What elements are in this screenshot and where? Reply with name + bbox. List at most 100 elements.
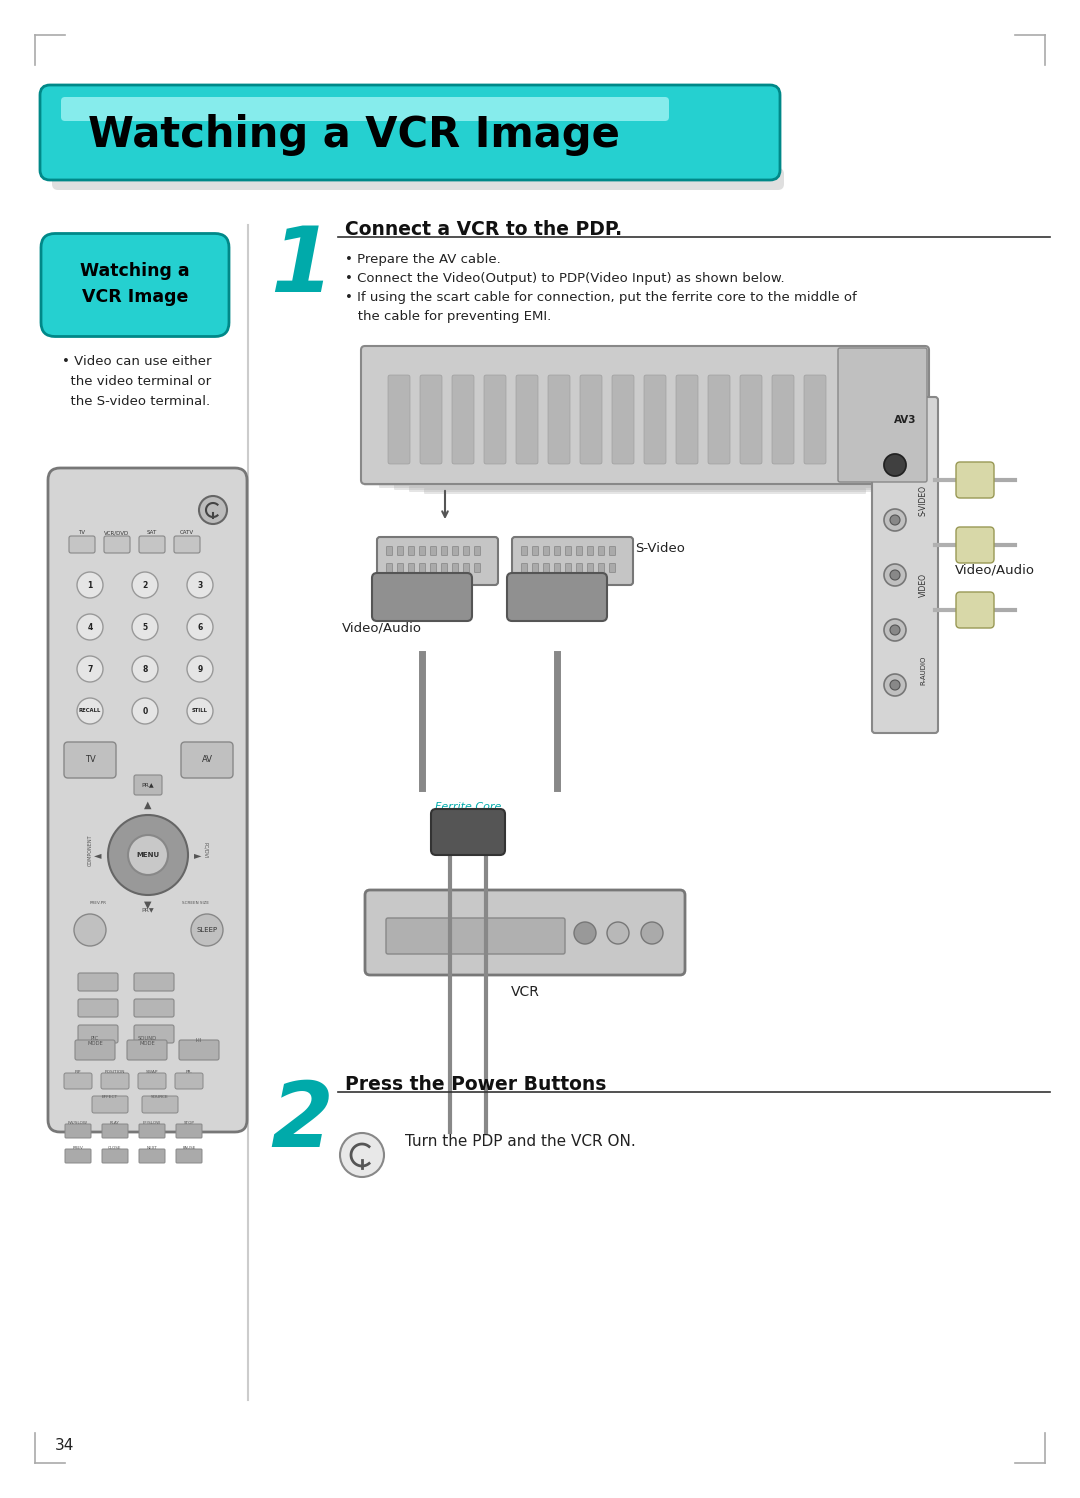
FancyBboxPatch shape — [804, 374, 826, 464]
FancyBboxPatch shape — [50, 105, 770, 106]
FancyBboxPatch shape — [55, 303, 215, 306]
Text: the video terminal or: the video terminal or — [62, 374, 211, 388]
FancyBboxPatch shape — [50, 150, 770, 151]
Circle shape — [885, 454, 906, 476]
FancyBboxPatch shape — [55, 292, 215, 295]
FancyBboxPatch shape — [50, 148, 770, 150]
FancyBboxPatch shape — [431, 563, 436, 572]
FancyBboxPatch shape — [50, 156, 770, 157]
FancyBboxPatch shape — [141, 1097, 178, 1113]
FancyBboxPatch shape — [364, 479, 926, 485]
FancyBboxPatch shape — [55, 318, 215, 321]
Text: NEXT: NEXT — [147, 1146, 158, 1150]
Text: PC/DVI: PC/DVI — [203, 842, 208, 858]
FancyBboxPatch shape — [516, 374, 538, 464]
FancyBboxPatch shape — [598, 547, 605, 556]
FancyBboxPatch shape — [55, 288, 215, 291]
Circle shape — [77, 572, 103, 598]
Text: Turn the PDP and the VCR ON.: Turn the PDP and the VCR ON. — [405, 1134, 636, 1149]
Text: the S-video terminal.: the S-video terminal. — [62, 395, 211, 407]
Text: 4: 4 — [87, 623, 93, 632]
FancyBboxPatch shape — [48, 467, 247, 1132]
FancyBboxPatch shape — [78, 999, 118, 1017]
FancyBboxPatch shape — [65, 1149, 91, 1162]
FancyBboxPatch shape — [872, 397, 939, 733]
FancyBboxPatch shape — [55, 280, 215, 283]
Text: FW/SLOW: FW/SLOW — [68, 1121, 87, 1125]
FancyBboxPatch shape — [372, 574, 472, 622]
Text: • If using the scart cable for connection, put the ferrite core to the middle of: • If using the scart cable for connectio… — [345, 291, 856, 304]
Text: STILL: STILL — [192, 709, 208, 713]
Text: 34: 34 — [55, 1438, 75, 1453]
FancyBboxPatch shape — [102, 1124, 129, 1138]
Circle shape — [573, 921, 596, 944]
Text: S-Video: S-Video — [635, 541, 685, 554]
FancyBboxPatch shape — [55, 270, 215, 273]
FancyBboxPatch shape — [41, 234, 229, 337]
Circle shape — [885, 674, 906, 697]
FancyBboxPatch shape — [394, 484, 896, 490]
Text: PAUSE: PAUSE — [183, 1146, 195, 1150]
FancyBboxPatch shape — [50, 133, 770, 135]
Text: SOURCE: SOURCE — [151, 1095, 168, 1100]
FancyBboxPatch shape — [55, 306, 215, 307]
Text: PIP: PIP — [75, 1070, 81, 1074]
FancyBboxPatch shape — [104, 536, 130, 553]
FancyBboxPatch shape — [134, 1025, 174, 1043]
FancyBboxPatch shape — [60, 97, 669, 121]
FancyBboxPatch shape — [55, 247, 215, 250]
FancyBboxPatch shape — [50, 165, 770, 166]
FancyBboxPatch shape — [740, 374, 762, 464]
Text: Video/Audio: Video/Audio — [342, 622, 422, 635]
FancyBboxPatch shape — [134, 999, 174, 1017]
FancyBboxPatch shape — [55, 285, 215, 288]
FancyBboxPatch shape — [609, 547, 616, 556]
FancyBboxPatch shape — [55, 310, 215, 313]
FancyBboxPatch shape — [55, 295, 215, 298]
Text: • Connect the Video(Output) to PDP(Video Input) as shown below.: • Connect the Video(Output) to PDP(Video… — [345, 273, 785, 285]
FancyBboxPatch shape — [55, 268, 215, 270]
FancyBboxPatch shape — [431, 809, 505, 855]
Text: PLAY: PLAY — [110, 1121, 120, 1125]
FancyBboxPatch shape — [55, 291, 215, 292]
Text: I·II: I·II — [195, 1038, 202, 1044]
FancyBboxPatch shape — [50, 138, 770, 139]
Text: CATV: CATV — [180, 530, 194, 535]
Text: 5: 5 — [143, 623, 148, 632]
FancyBboxPatch shape — [566, 563, 571, 572]
Text: 0: 0 — [143, 707, 148, 716]
Text: SAT: SAT — [147, 530, 157, 535]
FancyBboxPatch shape — [388, 374, 410, 464]
FancyBboxPatch shape — [55, 265, 215, 268]
FancyBboxPatch shape — [175, 1073, 203, 1089]
Text: AV2: AV2 — [559, 592, 585, 605]
FancyBboxPatch shape — [55, 262, 215, 265]
FancyBboxPatch shape — [474, 563, 481, 572]
FancyBboxPatch shape — [361, 346, 929, 484]
Circle shape — [890, 625, 900, 635]
FancyBboxPatch shape — [50, 121, 770, 123]
FancyBboxPatch shape — [181, 742, 233, 777]
Text: Connect a VCR to the PDP.: Connect a VCR to the PDP. — [345, 220, 622, 240]
Text: PIC
MODE: PIC MODE — [87, 1035, 103, 1047]
FancyBboxPatch shape — [50, 163, 770, 165]
FancyBboxPatch shape — [543, 547, 550, 556]
Text: VCR Image: VCR Image — [82, 288, 188, 306]
Text: SOUND
MODE: SOUND MODE — [137, 1035, 157, 1047]
Text: STOP: STOP — [184, 1121, 194, 1125]
Circle shape — [890, 515, 900, 524]
Circle shape — [885, 509, 906, 530]
FancyBboxPatch shape — [50, 124, 770, 126]
FancyBboxPatch shape — [50, 114, 770, 115]
Text: 8: 8 — [143, 665, 148, 674]
Text: SLEEP: SLEEP — [197, 927, 217, 933]
FancyBboxPatch shape — [50, 100, 770, 102]
FancyBboxPatch shape — [50, 168, 770, 169]
FancyBboxPatch shape — [55, 253, 215, 255]
Circle shape — [187, 656, 213, 682]
Circle shape — [75, 914, 106, 947]
Circle shape — [187, 614, 213, 640]
FancyBboxPatch shape — [102, 1149, 129, 1162]
FancyBboxPatch shape — [92, 1097, 129, 1113]
FancyBboxPatch shape — [55, 277, 215, 280]
